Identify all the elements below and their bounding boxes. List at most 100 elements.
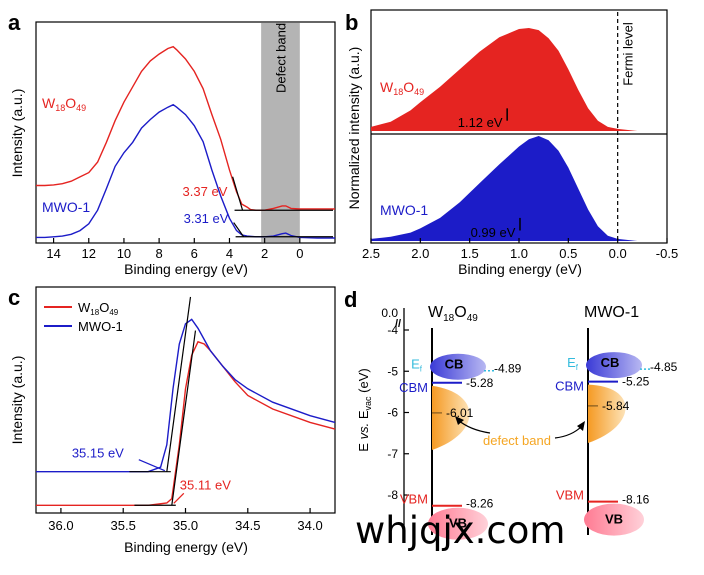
w18o49-ef-label: Ef bbox=[411, 357, 423, 374]
ylabel-vac: vac bbox=[363, 396, 373, 411]
mwo1-label-b: MWO-1 bbox=[380, 202, 428, 218]
xtick-label: 0.5 bbox=[559, 246, 577, 261]
mwo1-vb-label: VB bbox=[605, 512, 623, 527]
w18o49-w4f-line bbox=[36, 340, 336, 506]
xtick-label: 2.0 bbox=[411, 246, 429, 261]
defect-arrowhead-left bbox=[455, 416, 464, 425]
defect-arrowhead-right bbox=[577, 421, 585, 431]
w18o49-defect-band bbox=[432, 385, 470, 451]
mwo1-ef-value: -4.85 bbox=[650, 360, 678, 374]
ylabel-unit: (eV) bbox=[356, 368, 371, 396]
mwo1-onset-arrow bbox=[138, 459, 166, 472]
energy-axis-ticks: -4 -5 -6 -7 -8 bbox=[387, 323, 409, 502]
mwo1-vb-ellipse bbox=[584, 503, 644, 536]
xtick-label: 0 bbox=[296, 246, 303, 261]
xtick-label: 14 bbox=[46, 246, 60, 261]
panel-a: a Defect band W18O49 MWO-1 3.37 eV 3.31 … bbox=[8, 10, 336, 277]
xtick-label: 4 bbox=[226, 246, 233, 261]
watermark: whjqjx.com bbox=[355, 509, 565, 552]
legend-mwo1-label: MWO-1 bbox=[78, 319, 123, 334]
panel-a-frame bbox=[35, 21, 336, 244]
defect-band-text: defect band bbox=[483, 433, 551, 448]
mwo1-vb-area bbox=[371, 136, 667, 241]
w18o49-cbm-label: CBM bbox=[399, 380, 428, 395]
w18o49-label-a: W18O49 bbox=[42, 95, 86, 113]
panel-b-letter: b bbox=[345, 10, 358, 35]
w18o49-vb-label: VB bbox=[449, 516, 467, 531]
ytick-label: -6 bbox=[387, 406, 398, 420]
panel-a-letter: a bbox=[8, 10, 21, 35]
panel-d-ylabel: E vs. Evac (eV) bbox=[356, 368, 373, 451]
mwo1-xps-line bbox=[36, 103, 335, 239]
panel-b: b Fermi level 1.12 eV 0.99 eV W18O49 MWO… bbox=[345, 9, 678, 277]
w18o49-vbm-label: VBM bbox=[400, 492, 428, 507]
mwo1-cbm-value: -5.25 bbox=[622, 375, 650, 389]
mwo1-band-column: CB Ef -4.85 CBM -5.25 -5.84 VB VBM -8.16 bbox=[555, 328, 678, 536]
annotation-3-37ev: 3.37 eV bbox=[183, 184, 228, 199]
mwo1-vbm-label: VBM bbox=[556, 488, 584, 503]
column-w18o49-title: W18O49 bbox=[428, 304, 478, 324]
w18o49-label-b: W18O49 bbox=[380, 79, 424, 97]
xtick-label: 2.5 bbox=[362, 246, 380, 261]
panel-b-xlabel: Binding energy (eV) bbox=[458, 261, 582, 277]
xtick-label: 35.0 bbox=[173, 518, 198, 533]
mwo1-cb-ellipse bbox=[586, 352, 642, 379]
mwo1-ef-label: Ef bbox=[567, 355, 579, 372]
xtick-label: 0.0 bbox=[609, 246, 627, 261]
annotation-35-11ev: 35.11 eV bbox=[180, 477, 231, 492]
w18o49-defect-value: -6.01 bbox=[446, 406, 474, 420]
xtick-label: 10 bbox=[117, 246, 131, 261]
panel-c-xlabel: Binding energy (eV) bbox=[124, 539, 248, 555]
xtick-label: 1.0 bbox=[510, 246, 528, 261]
mwo1-onset-tangent bbox=[166, 296, 192, 472]
xtick-label: 35.5 bbox=[111, 518, 136, 533]
w18o49-vb-ellipse bbox=[428, 507, 488, 540]
mwo1-vbm-value: -8.16 bbox=[622, 493, 650, 507]
xtick-label: -0.5 bbox=[656, 246, 678, 261]
panel-c: c 35.15 eV 35.11 eV W18O49 MWO-1 36.0 35.… bbox=[8, 285, 336, 555]
mwo1-cbm-label: CBM bbox=[555, 379, 584, 394]
w18o49-ef-value: -4.89 bbox=[494, 362, 522, 376]
ylabel-e: E bbox=[356, 439, 371, 451]
defect-band-label: Defect band bbox=[273, 23, 288, 93]
panel-c-ylabel: Intensity (a.u.) bbox=[9, 356, 25, 445]
panel-a-xlabel: Binding energy (eV) bbox=[124, 261, 248, 277]
w18o49-onset-tangent bbox=[171, 330, 197, 506]
panel-b-xticks: 2.5 2.0 1.5 1.0 0.5 0.0 -0.5 bbox=[362, 238, 678, 261]
xtick-label: 6 bbox=[191, 246, 198, 261]
w18o49-vbm-value: -8.26 bbox=[466, 497, 494, 511]
ylabel-e2: E bbox=[356, 410, 371, 423]
xtick-label: 1.5 bbox=[461, 246, 479, 261]
w18o49-vb-area bbox=[371, 28, 667, 131]
w18o49-edge-tangent bbox=[232, 176, 244, 211]
panel-d-letter: d bbox=[344, 287, 357, 312]
w18o49-onset-arrow bbox=[173, 492, 185, 504]
panel-a-ylabel: Intensity (a.u.) bbox=[9, 89, 25, 178]
xtick-label: 36.0 bbox=[48, 518, 73, 533]
panel-d: d -4 -5 -6 -7 -8 0.0 // E vs. Evac (eV) W18O… bbox=[344, 287, 678, 540]
xtick-label: 34.5 bbox=[235, 518, 260, 533]
annotation-0-99ev: 0.99 eV bbox=[471, 225, 516, 240]
mwo1-defect-band bbox=[588, 384, 626, 444]
xtick-label: 8 bbox=[156, 246, 163, 261]
xtick-label: 12 bbox=[82, 246, 96, 261]
ytick-label: -5 bbox=[387, 364, 398, 378]
mwo1-cb-label: CB bbox=[601, 355, 620, 370]
w18o49-cb-ellipse bbox=[430, 353, 486, 380]
defect-band-shade bbox=[261, 23, 300, 242]
mwo1-label-a: MWO-1 bbox=[42, 199, 90, 215]
axis-break-mark: // bbox=[395, 318, 401, 330]
annotation-3-31ev: 3.31 eV bbox=[184, 211, 229, 226]
panel-c-letter: c bbox=[8, 285, 20, 310]
mwo1-defect-value: -5.84 bbox=[602, 399, 630, 413]
w18o49-xps-line bbox=[36, 45, 335, 211]
w18o49-cbm-value: -5.28 bbox=[466, 376, 494, 390]
panel-b-ylabel: Normalized intensity (a.u.) bbox=[346, 47, 362, 210]
legend-w18o49-label: W18O49 bbox=[78, 300, 119, 317]
w18o49-band-column: CB Ef -4.89 CBM -5.28 -6.01 VB VBM -8.26 bbox=[399, 328, 522, 540]
panel-c-legend: W18O49 MWO-1 bbox=[44, 300, 123, 334]
panel-c-xticks: 36.0 35.5 35.0 34.5 34.0 bbox=[48, 508, 323, 533]
annotation-35-15ev: 35.15 eV bbox=[72, 446, 124, 461]
fermi-level-label: Fermi level bbox=[621, 22, 636, 86]
ytick-label: -4 bbox=[387, 323, 398, 337]
